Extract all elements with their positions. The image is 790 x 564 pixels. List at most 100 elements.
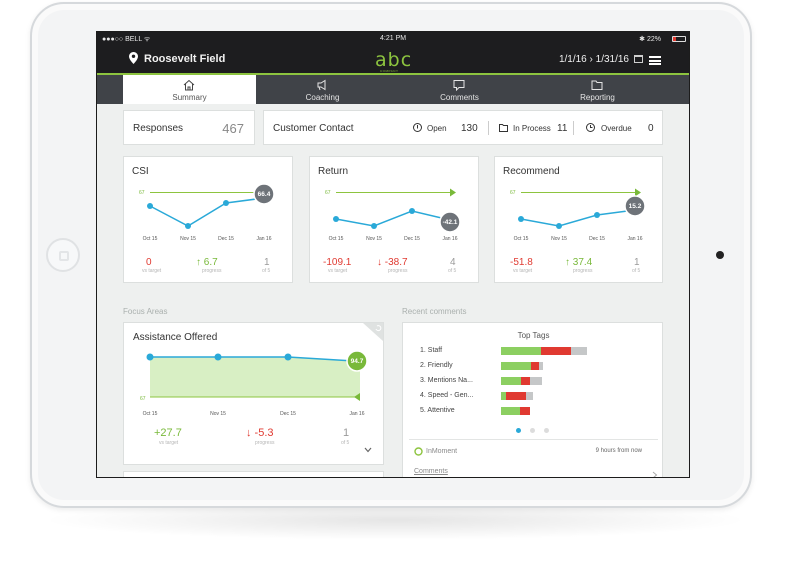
tag-row[interactable]: 1. Staff (403, 347, 664, 357)
folder-icon (591, 80, 603, 90)
tab-comments[interactable]: Comments (393, 75, 526, 104)
divider (488, 121, 489, 135)
current-value-badge (624, 195, 646, 217)
divider (573, 121, 574, 135)
csi-sparkline: 67 66.4 Oct 15 Nov 15 Dec 15 Jan 16 (139, 183, 275, 242)
x-tick: Nov 15 (551, 236, 567, 242)
target-label: 67 (510, 190, 516, 196)
tab-coaching-label: Coaching (305, 93, 340, 102)
in-process-folder-icon (499, 124, 508, 132)
vs-target-label: vs target (328, 268, 348, 274)
next-focus-card[interactable] (123, 471, 384, 477)
metric-card-csi[interactable]: CSI 67 66.4 Oct 15 Nov 15 Dec 15 Jan 16 … (123, 156, 293, 283)
metric-stats: -51.8 vs target ↑ 37.4 progress 1 of 5 (495, 257, 664, 279)
tag-row[interactable]: 5. Attentive (403, 407, 664, 417)
clock-icon (586, 123, 595, 132)
header-accent-line (97, 73, 689, 75)
calendar-icon[interactable] (634, 55, 643, 63)
area-fill (150, 357, 360, 397)
tag-row[interactable]: 2. Friendly (403, 362, 664, 372)
location-name[interactable]: Roosevelt Field (144, 53, 226, 65)
comments-link[interactable]: Comments (414, 468, 448, 475)
tag-row[interactable]: 3. Mentions Na... (403, 377, 664, 387)
home-button[interactable] (46, 238, 80, 272)
tag-bar-red (521, 377, 530, 385)
focus-area-stats: +27.7 vs target ↓ -5.3 progress 1 of 5 (124, 427, 385, 451)
carousel-dot[interactable] (544, 428, 549, 433)
tag-name: 3. Mentions Na... (420, 377, 473, 384)
tag-name: 2. Friendly (420, 362, 453, 369)
tag-bar-gray (571, 347, 587, 355)
inmoment-logo-icon (414, 447, 423, 456)
carousel-dot[interactable] (516, 428, 521, 433)
chevron-down-icon[interactable] (364, 447, 372, 453)
metric-card-return[interactable]: Return 67 -42.1 Oct 15 Nov 15 Dec 15 Jan… (309, 156, 479, 283)
vs-target-label: vs target (142, 268, 162, 274)
responses-label: Responses (133, 123, 184, 134)
comment-source: InMoment (426, 448, 458, 455)
responses-card[interactable]: Responses 467 (123, 110, 255, 145)
return-sparkline: 67 -42.1 Oct 15 Nov 15 Dec 15 Jan 16 (325, 188, 461, 242)
carousel-dot[interactable] (530, 428, 535, 433)
responses-value: 467 (222, 121, 244, 136)
target-label: 67 (140, 396, 146, 402)
tab-comments-label: Comments (440, 93, 479, 102)
tab-coaching[interactable]: Coaching (256, 75, 389, 104)
chevron-right-icon[interactable] (652, 471, 658, 478)
progress-label: progress (573, 268, 593, 274)
vs-target-value: -109.1 (323, 257, 352, 268)
data-point (371, 223, 377, 229)
status-bar: ●●●○○ BELL ᯤ 4:21 PM ✱ 22% (97, 32, 689, 46)
rank-label: of 5 (262, 268, 271, 274)
x-tick: Oct 15 (143, 236, 158, 242)
data-point (518, 216, 524, 222)
focus-area-card[interactable]: Assistance Offered 67 94.7 Oct 15 Nov 15… (123, 322, 384, 465)
tab-reporting[interactable]: Reporting (531, 75, 664, 104)
tab-summary[interactable]: Summary (123, 75, 256, 104)
recent-comments-heading: Recent comments (402, 307, 467, 316)
metric-stats: 0 vs target ↑ 6.7 progress 1 of 5 (124, 257, 294, 279)
open-label: Open (427, 124, 447, 133)
tag-bar-gray (530, 377, 542, 385)
vs-target-value: +27.7 (154, 427, 182, 439)
progress-value: ↓ -5.3 (246, 427, 274, 439)
rank-value: 1 (634, 257, 640, 268)
current-value: 66.4 (258, 191, 271, 198)
x-tick: Oct 15 (143, 411, 158, 417)
divider (409, 439, 658, 440)
tab-reporting-label: Reporting (580, 93, 615, 102)
tag-row[interactable]: 4. Speed - Gen... (403, 392, 664, 402)
vs-target-value: -51.8 (510, 257, 533, 268)
hamburger-menu-icon[interactable] (649, 56, 661, 65)
data-point (333, 216, 339, 222)
tag-bar-green (501, 392, 506, 400)
metric-card-recommend[interactable]: Recommend 67 15.2 Oct 15 Nov 15 Dec 15 J… (494, 156, 663, 283)
x-tick: Nov 15 (210, 411, 226, 417)
megaphone-icon (317, 79, 326, 91)
x-tick: Jan 16 (349, 411, 364, 417)
in-process-value: 11 (557, 123, 568, 134)
progress-label: progress (388, 268, 408, 274)
tag-bar-green (501, 362, 531, 370)
battery-percent: ✱ 22% (639, 36, 661, 43)
tag-name: 1. Staff (420, 347, 443, 354)
progress-value: ↓ -38.7 (377, 257, 408, 268)
customer-contact-card[interactable]: Customer Contact Open 130 In Process 11 … (263, 110, 663, 145)
rank-label: of 5 (632, 268, 641, 274)
current-value-badge (346, 350, 368, 372)
recommend-sparkline: 67 15.2 Oct 15 Nov 15 Dec 15 Jan 16 (510, 188, 646, 242)
app-header: Roosevelt Field abc COMPANY 1/1/16 › 1/3… (97, 46, 689, 73)
metric-title: Return (318, 166, 349, 177)
speech-bubble-icon (453, 80, 465, 91)
x-tick: Nov 15 (180, 236, 196, 242)
data-point (147, 203, 153, 209)
date-range[interactable]: 1/1/16 › 1/31/16 (558, 54, 629, 65)
recent-comments-card[interactable]: Top Tags 1. Staff 2. Friendly 3. Mentions … (402, 322, 664, 478)
screen: ●●●○○ BELL ᯤ 4:21 PM ✱ 22% Roosevelt Fie… (96, 31, 690, 478)
overdue-label: Overdue (601, 124, 632, 133)
rank-label: of 5 (448, 268, 457, 274)
rank-value: 1 (264, 257, 270, 268)
vs-target-value: 0 (146, 257, 152, 268)
corner-flag-icon (363, 323, 383, 341)
